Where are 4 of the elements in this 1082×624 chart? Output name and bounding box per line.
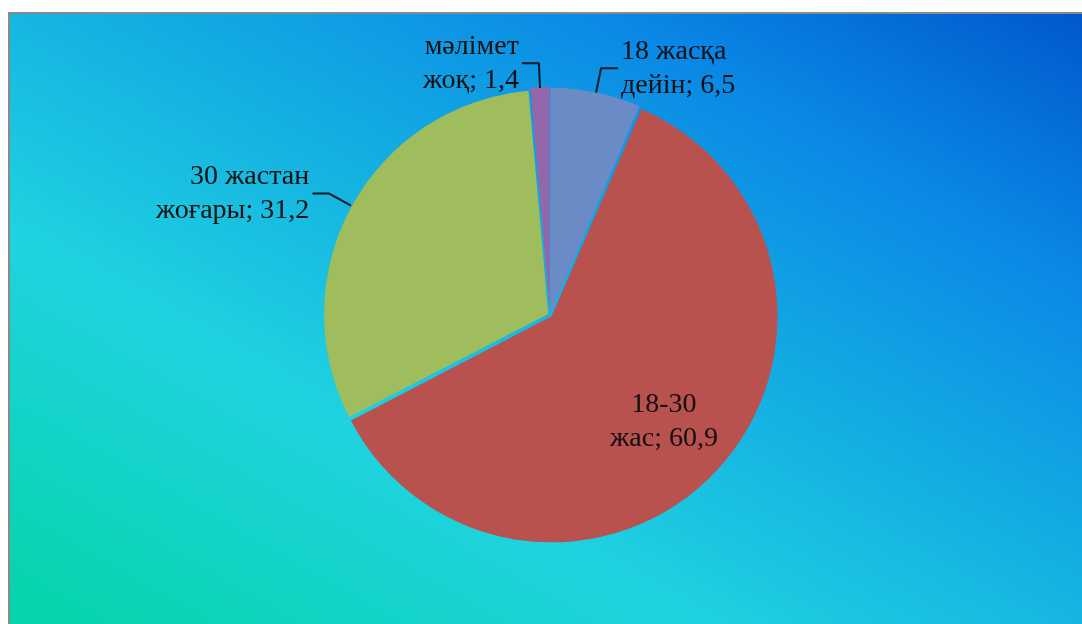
slice-label: 18-30 жас; 60,9 — [608, 386, 718, 452]
slice-label: мәлімет жоқ; 1,4 — [421, 28, 519, 94]
slice-label: 18 жасқа дейін; 6,5 — [621, 33, 736, 99]
slice-label: 30 жастан жоғары; 31,2 — [155, 158, 310, 224]
